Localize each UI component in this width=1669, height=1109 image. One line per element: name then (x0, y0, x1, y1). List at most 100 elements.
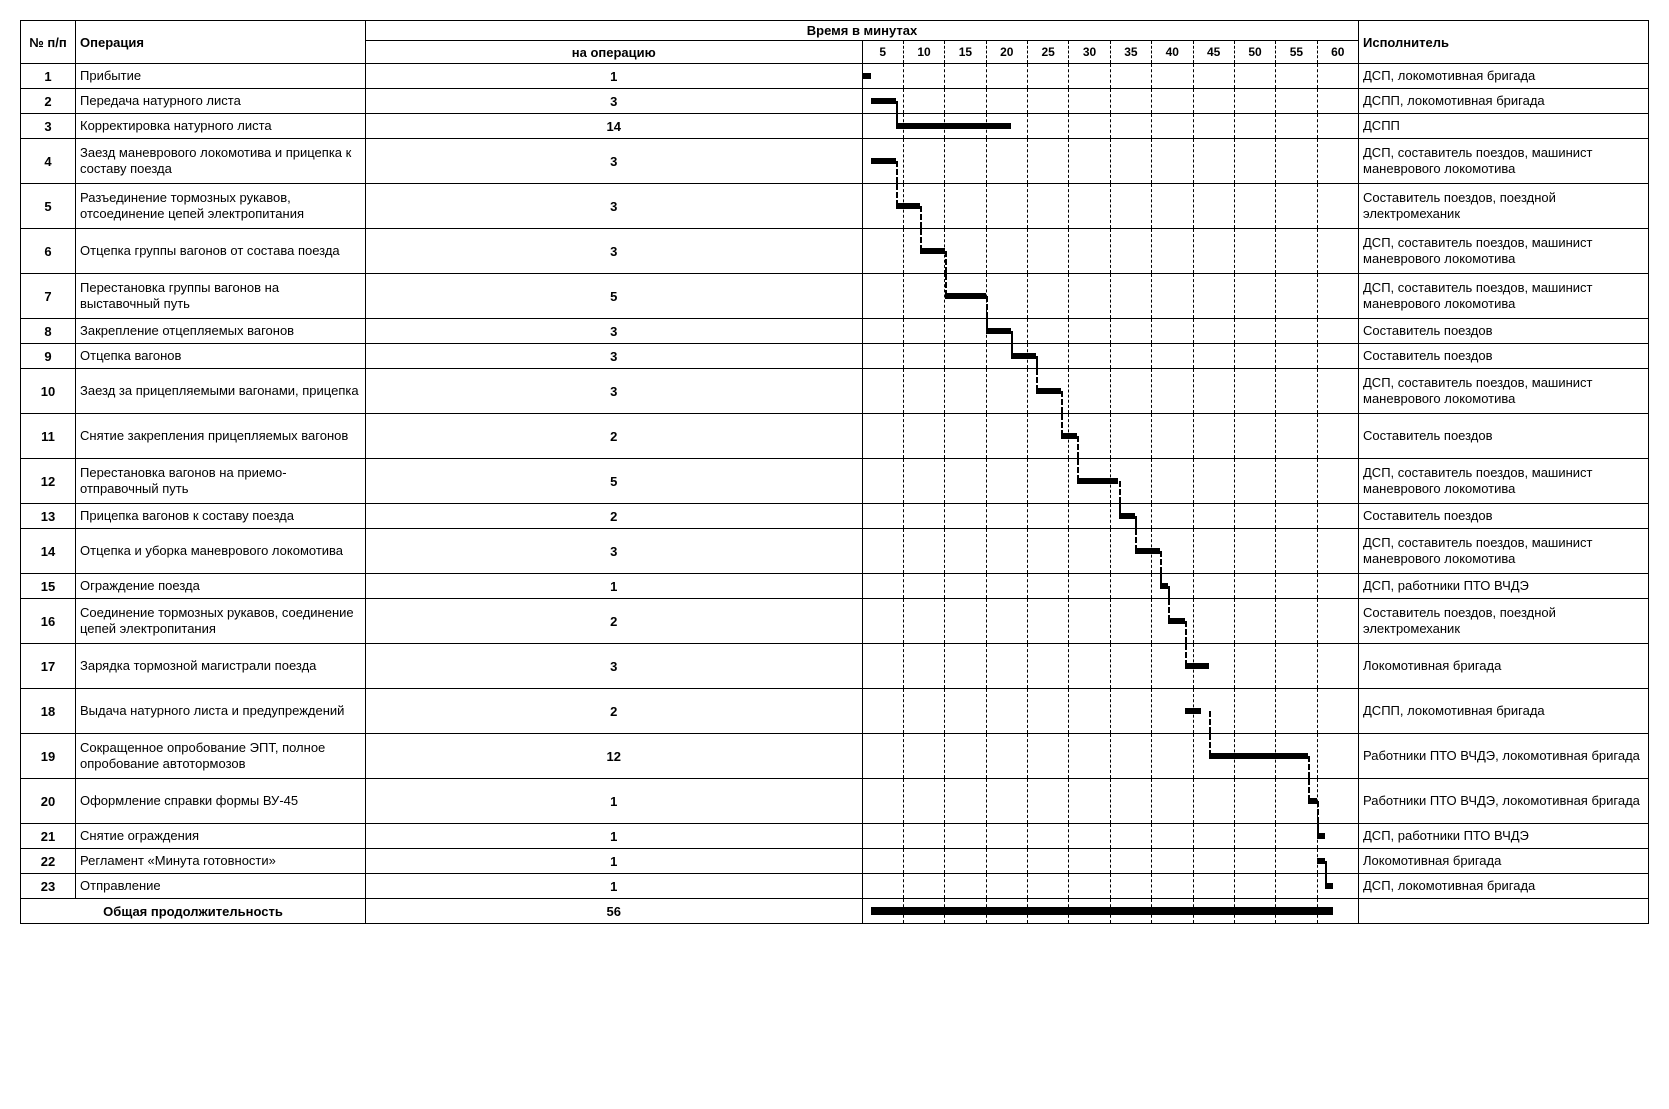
row-executor: ДСПП, локомотивная бригада (1359, 89, 1649, 114)
row-num: 18 (21, 689, 76, 734)
table-row: 8Закрепление отцепляемых вагонов3Состави… (21, 319, 1649, 344)
row-num: 16 (21, 599, 76, 644)
header-per-op: на операцию (366, 41, 863, 64)
table-row: 13Прицепка вагонов к составу поезда2Сост… (21, 504, 1649, 529)
row-operation: Перестановка вагонов на приемо-отправочн… (76, 459, 366, 504)
row-num: 13 (21, 504, 76, 529)
row-duration: 3 (366, 139, 863, 184)
stair-connector (1077, 459, 1079, 481)
tick-label: 55 (1276, 41, 1317, 63)
header-executor: Исполнитель (1359, 21, 1649, 64)
row-operation: Прицепка вагонов к составу поезда (76, 504, 366, 529)
row-operation: Отцепка группы вагонов от состава поезда (76, 229, 366, 274)
row-operation: Снятие ограждения (76, 824, 366, 849)
stair-connector (1011, 331, 1013, 343)
row-num: 17 (21, 644, 76, 689)
gantt-bar (986, 328, 1011, 334)
row-executor: ДСПП (1359, 114, 1649, 139)
stair-connector (1209, 734, 1211, 756)
row-operation: Зарядка тормозной магистрали поезда (76, 644, 366, 689)
row-operation: Передача натурного листа (76, 89, 366, 114)
stair-connector (1325, 861, 1327, 873)
row-chart-cell (862, 874, 1359, 899)
table-row: 11Снятие закрепления прицепляемых вагоно… (21, 414, 1649, 459)
table-row: 17Зарядка тормозной магистрали поезда3Ло… (21, 644, 1649, 689)
row-num: 5 (21, 184, 76, 229)
stair-connector (945, 274, 947, 296)
row-executor: ДСПП, локомотивная бригада (1359, 689, 1649, 734)
row-num: 4 (21, 139, 76, 184)
gantt-bar (896, 123, 1012, 129)
row-duration: 1 (366, 779, 863, 824)
row-operation: Снятие закрепления прицепляемых вагонов (76, 414, 366, 459)
row-num: 9 (21, 344, 76, 369)
stair-connector (1308, 779, 1310, 801)
row-num: 10 (21, 369, 76, 414)
gantt-bar (863, 73, 871, 79)
row-num: 11 (21, 414, 76, 459)
row-operation: Сокращенное опробование ЭПТ, полное опро… (76, 734, 366, 779)
stair-connector (1011, 344, 1013, 356)
stair-connector (896, 184, 898, 206)
row-executor: Составитель поездов (1359, 344, 1649, 369)
row-chart-cell (862, 529, 1359, 574)
row-chart-cell (862, 689, 1359, 734)
row-operation: Заезд маневрового локомотива и прицепка … (76, 139, 366, 184)
row-duration: 2 (366, 414, 863, 459)
gantt-bar (945, 293, 986, 299)
row-duration: 3 (366, 229, 863, 274)
header-num: № п/п (21, 21, 76, 64)
row-chart-cell (862, 414, 1359, 459)
row-operation: Корректировка натурного листа (76, 114, 366, 139)
row-executor: Работники ПТО ВЧДЭ, локомотивная бригада (1359, 779, 1649, 824)
tick-label: 50 (1235, 41, 1276, 63)
stair-connector (1077, 436, 1079, 458)
stair-connector (896, 101, 898, 113)
row-duration: 2 (366, 504, 863, 529)
row-duration: 1 (366, 849, 863, 874)
stair-connector (1317, 801, 1319, 823)
row-duration: 3 (366, 319, 863, 344)
table-row: 3Корректировка натурного листа14ДСПП (21, 114, 1649, 139)
tick-label: 35 (1111, 41, 1152, 63)
row-chart-cell (862, 64, 1359, 89)
row-executor: ДСП, составитель поездов, машинист манев… (1359, 229, 1649, 274)
gantt-bar (871, 158, 896, 164)
row-operation: Отцепка вагонов (76, 344, 366, 369)
row-operation: Соединение тормозных рукавов, соединение… (76, 599, 366, 644)
gantt-bar (1077, 478, 1118, 484)
row-chart-cell (862, 89, 1359, 114)
row-chart-cell (862, 184, 1359, 229)
stair-connector (1119, 481, 1121, 503)
table-row: 23Отправление1ДСП, локомотивная бригада (21, 874, 1649, 899)
row-duration: 1 (366, 574, 863, 599)
gantt-bar (1168, 618, 1185, 624)
table-row: 6Отцепка группы вагонов от состава поезд… (21, 229, 1649, 274)
row-chart-cell (862, 114, 1359, 139)
table-row: 5Разъединение тормозных рукавов, отсоеди… (21, 184, 1649, 229)
row-operation: Ограждение поезда (76, 574, 366, 599)
row-num: 7 (21, 274, 76, 319)
header-ticks: 51015202530354045505560 (862, 41, 1359, 64)
stair-connector (945, 251, 947, 273)
stair-connector (896, 161, 898, 183)
row-duration: 3 (366, 89, 863, 114)
gantt-bar (871, 98, 896, 104)
row-duration: 5 (366, 274, 863, 319)
tick-label: 20 (987, 41, 1028, 63)
table-row: 14Отцепка и уборка маневрового локомотив… (21, 529, 1649, 574)
row-num: 6 (21, 229, 76, 274)
row-executor: ДСП, локомотивная бригада (1359, 874, 1649, 899)
stair-connector (920, 206, 922, 228)
stair-connector (1209, 711, 1211, 733)
row-duration: 12 (366, 734, 863, 779)
row-operation: Отцепка и уборка маневрового локомотива (76, 529, 366, 574)
row-num: 20 (21, 779, 76, 824)
row-operation: Перестановка группы вагонов на выставочн… (76, 274, 366, 319)
header-operation: Операция (76, 21, 366, 64)
row-chart-cell (862, 504, 1359, 529)
row-chart-cell (862, 824, 1359, 849)
gantt-bar (1119, 513, 1136, 519)
row-executor: ДСП, работники ПТО ВЧДЭ (1359, 824, 1649, 849)
row-executor: ДСП, составитель поездов, машинист манев… (1359, 529, 1649, 574)
